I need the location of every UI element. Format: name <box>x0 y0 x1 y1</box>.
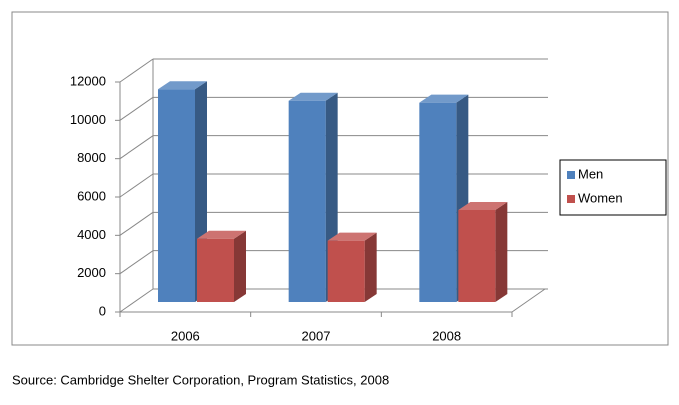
y-tick-label: 6000 <box>77 188 106 203</box>
bar <box>158 89 195 302</box>
bar-side <box>234 230 246 302</box>
bar-top <box>197 230 246 239</box>
bar-side <box>495 202 508 302</box>
bar <box>458 210 496 302</box>
y-tick-label: 0 <box>99 303 106 318</box>
grid-line-side <box>119 173 154 198</box>
y-tick-label: 12000 <box>70 73 106 88</box>
grid-line-side <box>119 135 154 160</box>
grid-line-side <box>119 211 154 236</box>
grid-line-side <box>119 96 154 121</box>
y-tick-label: 2000 <box>77 265 106 280</box>
bar <box>327 240 365 302</box>
x-tick-label: 2007 <box>302 328 331 343</box>
bar-top <box>419 94 469 103</box>
bar <box>419 102 457 303</box>
floor-right-edge <box>511 288 546 313</box>
y-tick-label: 4000 <box>77 227 106 242</box>
bar-top <box>288 92 338 101</box>
y-tick-label: 8000 <box>77 150 106 165</box>
bar-top <box>458 202 508 210</box>
bar-side <box>364 232 377 302</box>
grid-line-side <box>119 288 154 313</box>
grid-line-side <box>119 250 154 275</box>
y-tick-label: 10000 <box>70 112 106 127</box>
x-tick-label: 2008 <box>432 328 461 343</box>
source-note: Source: Cambridge Shelter Corporation, P… <box>12 372 389 387</box>
legend-swatch <box>567 195 575 203</box>
grid-line-side <box>119 58 154 83</box>
legend-label: Women <box>578 190 623 205</box>
legend-box <box>559 159 667 216</box>
bar <box>288 100 326 302</box>
legend-swatch <box>567 171 575 179</box>
bar-top <box>158 81 207 90</box>
bar-top <box>327 232 377 241</box>
legend-label: Men <box>578 166 603 181</box>
x-tick-label: 2006 <box>171 328 200 343</box>
bar <box>197 238 234 302</box>
